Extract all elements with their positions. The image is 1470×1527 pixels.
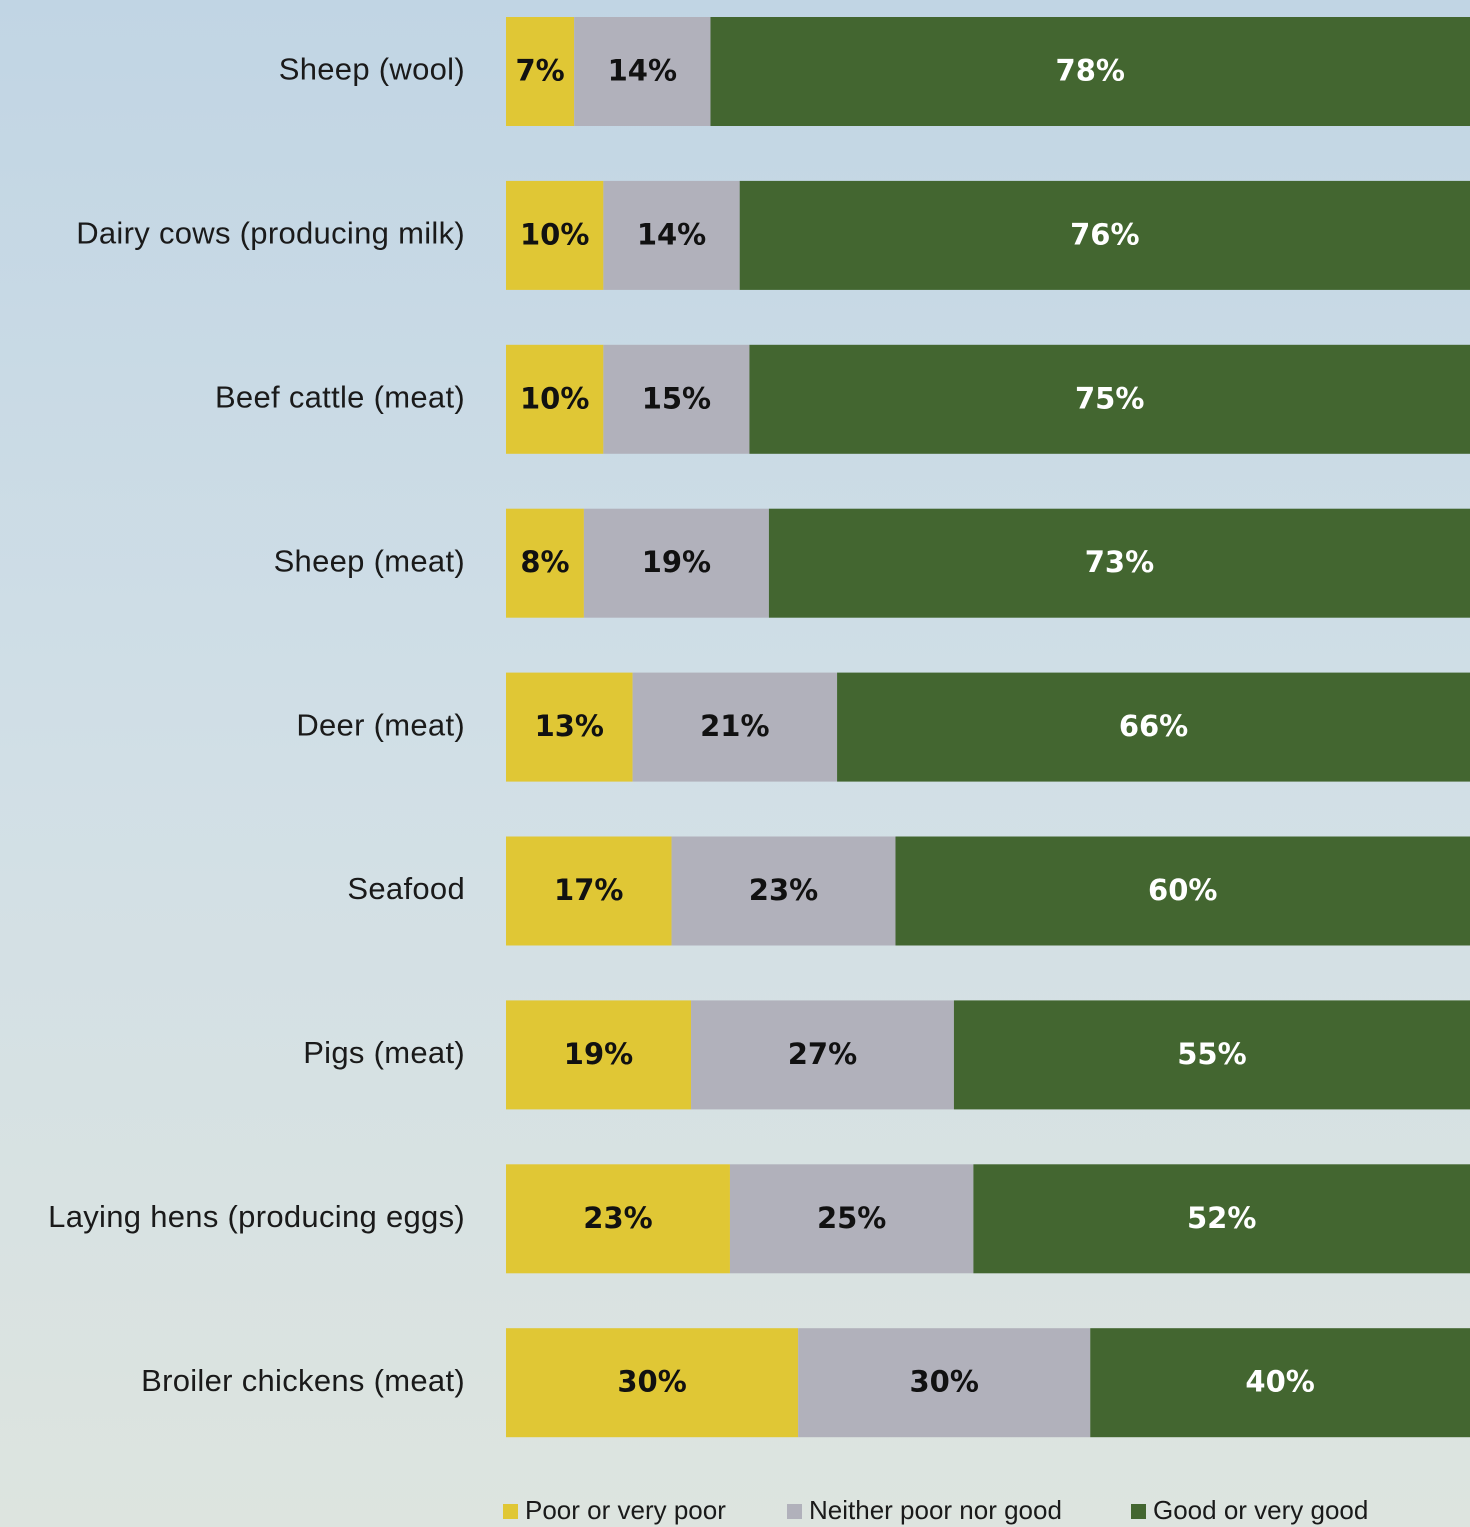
category-label-sheep-meat: Sheep (meat) bbox=[274, 543, 465, 578]
value-label-broiler-chickens-meat-poor-or-very-poor: 30% bbox=[617, 1365, 686, 1399]
bar-segment-pigs-meat-good-or-very-good bbox=[953, 1000, 1470, 1110]
value-label-broiler-chickens-meat-good-or-very-good: 40% bbox=[1245, 1365, 1314, 1399]
value-label-sheep-meat-good-or-very-good: 73% bbox=[1085, 545, 1154, 579]
value-label-laying-hens-producing-eggs-good-or-very-good: 52% bbox=[1187, 1201, 1256, 1235]
value-label-deer-meat-neither-poor-nor-good: 21% bbox=[700, 709, 769, 743]
bar-segment-seafood-neither-poor-nor-good bbox=[671, 836, 896, 946]
legend-swatch-neither-poor-nor-good bbox=[787, 1504, 802, 1519]
value-label-sheep-wool-neither-poor-nor-good: 14% bbox=[608, 54, 677, 88]
category-label-pigs-meat: Pigs (meat) bbox=[303, 1035, 465, 1070]
value-label-laying-hens-producing-eggs-poor-or-very-poor: 23% bbox=[583, 1201, 652, 1235]
value-label-laying-hens-producing-eggs-neither-poor-nor-good: 25% bbox=[817, 1201, 886, 1235]
bar-segment-seafood-good-or-very-good bbox=[895, 836, 1470, 946]
bar-segment-beef-cattle-meat-neither-poor-nor-good bbox=[603, 344, 750, 454]
value-label-dairy-cows-producing-milk-good-or-very-good: 76% bbox=[1070, 217, 1139, 251]
bar-segment-sheep-wool-neither-poor-nor-good bbox=[574, 17, 711, 126]
value-label-sheep-wool-good-or-very-good: 78% bbox=[1056, 54, 1125, 88]
value-label-beef-cattle-meat-neither-poor-nor-good: 15% bbox=[642, 381, 711, 415]
bar-segment-dairy-cows-producing-milk-neither-poor-nor-good bbox=[603, 180, 740, 290]
value-label-sheep-wool-poor-or-very-poor: 7% bbox=[515, 54, 564, 88]
bar-segment-pigs-meat-poor-or-very-poor bbox=[506, 1000, 692, 1110]
bar-segment-dairy-cows-producing-milk-good-or-very-good bbox=[739, 180, 1470, 290]
bar-segment-deer-meat-good-or-very-good bbox=[837, 672, 1470, 782]
category-label-broiler-chickens-meat: Broiler chickens (meat) bbox=[141, 1363, 465, 1398]
value-label-seafood-neither-poor-nor-good: 23% bbox=[749, 873, 818, 907]
value-label-deer-meat-poor-or-very-poor: 13% bbox=[535, 709, 604, 743]
category-label-seafood: Seafood bbox=[347, 871, 465, 906]
bar-segment-sheep-meat-poor-or-very-poor bbox=[506, 508, 584, 618]
legend: Poor or very poor Neither poor nor good Go… bbox=[503, 1495, 1368, 1525]
legend-label-poor-or-very-poor: Poor or very poor bbox=[525, 1495, 726, 1525]
legend-swatch-poor-or-very-poor bbox=[503, 1504, 518, 1519]
category-label-deer-meat: Deer (meat) bbox=[296, 707, 465, 742]
bar-segment-pigs-meat-neither-poor-nor-good bbox=[691, 1000, 954, 1110]
bar-segment-laying-hens-producing-eggs-good-or-very-good bbox=[973, 1164, 1470, 1274]
category-label-beef-cattle-meat: Beef cattle (meat) bbox=[215, 379, 465, 414]
category-label-laying-hens-producing-eggs: Laying hens (producing eggs) bbox=[48, 1199, 465, 1234]
bar-segment-sheep-wool-good-or-very-good bbox=[710, 17, 1470, 126]
value-label-sheep-meat-neither-poor-nor-good: 19% bbox=[642, 545, 711, 579]
value-label-seafood-poor-or-very-poor: 17% bbox=[554, 873, 623, 907]
category-label-dairy-cows-producing-milk: Dairy cows (producing milk) bbox=[76, 216, 465, 251]
legend-label-good-or-very-good: Good or very good bbox=[1153, 1495, 1368, 1525]
bar-segment-deer-meat-poor-or-very-poor bbox=[506, 672, 633, 782]
bar-segment-sheep-meat-good-or-very-good bbox=[768, 508, 1470, 618]
category-label-sheep-wool: Sheep (wool) bbox=[279, 52, 465, 87]
bar-segment-beef-cattle-meat-poor-or-very-poor bbox=[506, 344, 604, 454]
value-label-seafood-good-or-very-good: 60% bbox=[1148, 873, 1217, 907]
value-label-sheep-meat-poor-or-very-poor: 8% bbox=[520, 545, 569, 579]
bar-segment-broiler-chickens-meat-neither-poor-nor-good bbox=[798, 1328, 1091, 1438]
bar-segment-sheep-meat-neither-poor-nor-good bbox=[583, 508, 769, 618]
value-label-dairy-cows-producing-milk-neither-poor-nor-good: 14% bbox=[637, 217, 706, 251]
value-label-pigs-meat-neither-poor-nor-good: 27% bbox=[788, 1037, 857, 1071]
legend-swatch-good-or-very-good bbox=[1131, 1504, 1146, 1519]
value-labels: 7% 14% 78% 10% 14% 76% 10% 15% 75% 8% 19% 73% 13% 21%… bbox=[515, 54, 1314, 1399]
bar-segments bbox=[506, 17, 1470, 1438]
value-label-beef-cattle-meat-poor-or-very-poor: 10% bbox=[520, 381, 589, 415]
value-label-pigs-meat-poor-or-very-poor: 19% bbox=[564, 1037, 633, 1071]
value-label-broiler-chickens-meat-neither-poor-nor-good: 30% bbox=[909, 1365, 978, 1399]
bar-segment-beef-cattle-meat-good-or-very-good bbox=[749, 344, 1470, 454]
bar-segment-deer-meat-neither-poor-nor-good bbox=[632, 672, 838, 782]
bar-segment-sheep-wool-poor-or-very-poor bbox=[506, 17, 575, 126]
bar-segment-laying-hens-producing-eggs-poor-or-very-poor bbox=[506, 1164, 730, 1274]
value-label-pigs-meat-good-or-very-good: 55% bbox=[1177, 1037, 1246, 1071]
bar-segment-broiler-chickens-meat-poor-or-very-poor bbox=[506, 1328, 799, 1438]
bar-segment-seafood-poor-or-very-poor bbox=[506, 836, 672, 946]
value-label-beef-cattle-meat-good-or-very-good: 75% bbox=[1075, 381, 1144, 415]
legend-label-neither-poor-nor-good: Neither poor nor good bbox=[809, 1495, 1062, 1525]
value-label-dairy-cows-producing-milk-poor-or-very-poor: 10% bbox=[520, 217, 589, 251]
bar-segment-broiler-chickens-meat-good-or-very-good bbox=[1090, 1328, 1470, 1438]
category-labels: Sheep (wool) Dairy cows (producing milk) B… bbox=[48, 52, 465, 1398]
value-label-deer-meat-good-or-very-good: 66% bbox=[1119, 709, 1188, 743]
bar-segment-dairy-cows-producing-milk-poor-or-very-poor bbox=[506, 180, 604, 290]
bar-segment-laying-hens-producing-eggs-neither-poor-nor-good bbox=[729, 1164, 974, 1274]
